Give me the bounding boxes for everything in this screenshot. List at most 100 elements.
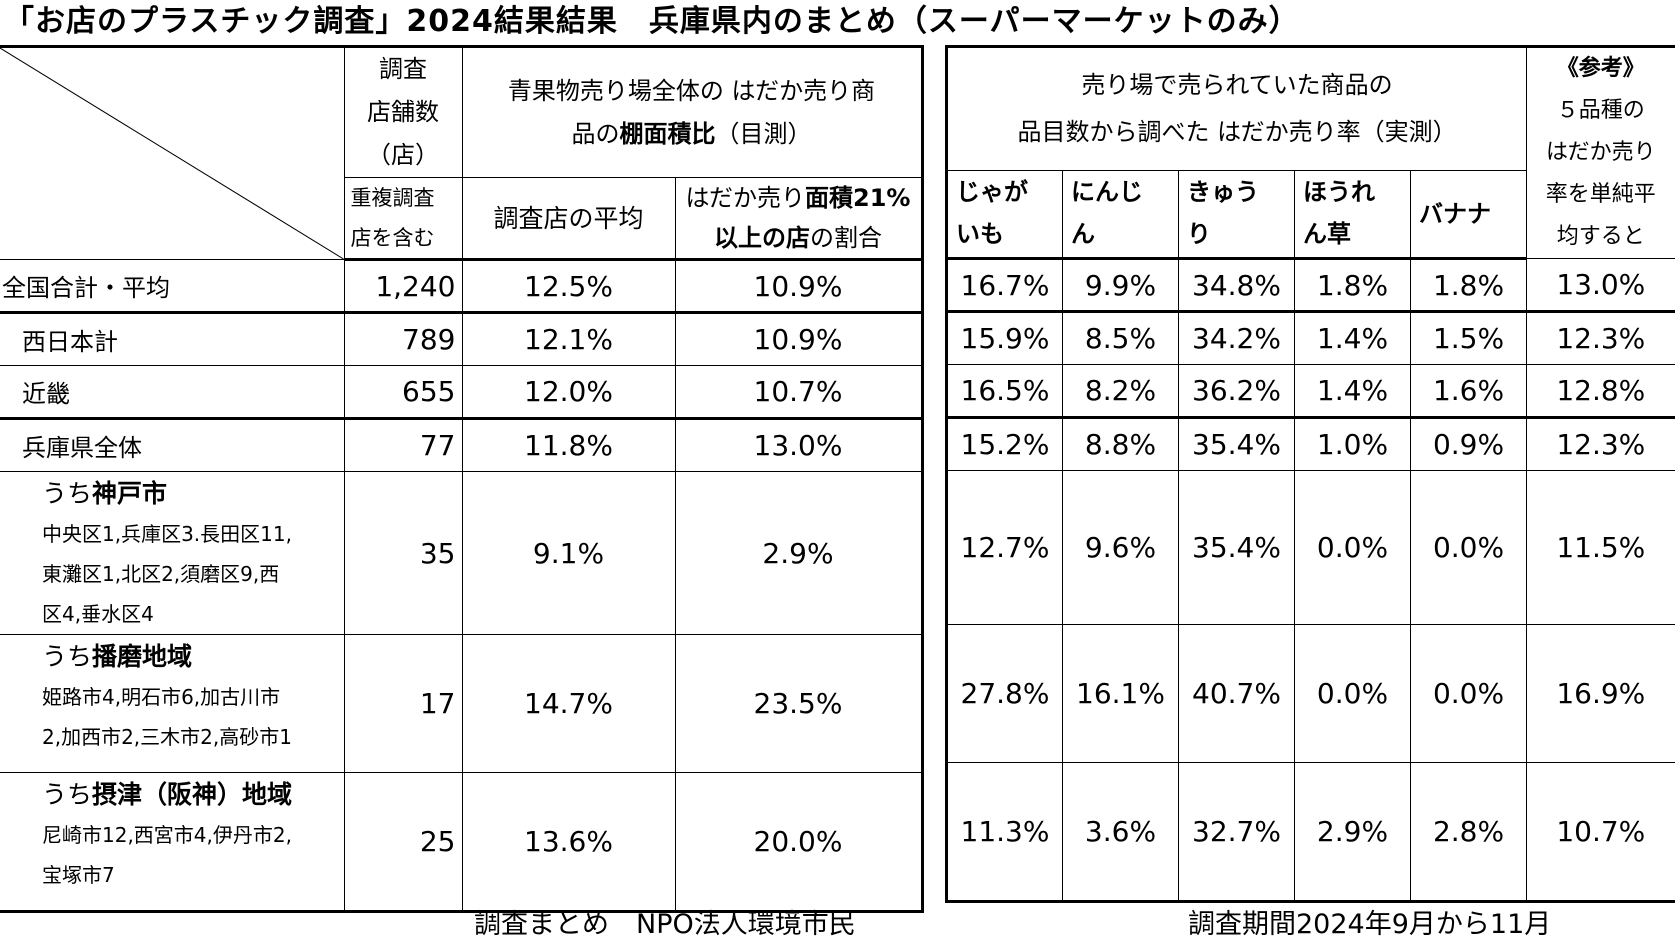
table-row: 15.9% 8.5% 34.2% 1.4% 1.5% 12.3% [946,311,1675,365]
ref-value: 12.3% [1526,417,1675,471]
ref-value: 11.5% [1526,470,1675,625]
area-list: 姫路市4,明石市6,加古川市 2,加西市2,三木市2,高砂市1 [42,685,292,749]
area-list: 尼崎市12,西宮市4,伊丹市2, 宝塚市7 [42,823,292,887]
rate-value: 0.0% [1409,624,1528,763]
shelf-ratio-header: 青果物売り場全体の はだか売り商 品の棚面積比（目測） [461,46,923,178]
rate-value: 1.4% [1294,311,1411,365]
veg-header-potato: じゃが いも [946,170,1063,260]
ratio-value: 20.0% [674,772,923,912]
rate-value: 35.4% [1178,417,1295,471]
footer-period: 調査期間2024年9月から11月 [1188,909,1552,940]
rate-value: 9.6% [1062,470,1179,625]
ref-value: 12.3% [1526,311,1675,365]
stores-header: 調査 店舗数 （店） [343,46,463,178]
rate-value: 11.3% [946,762,1063,902]
rate-value: 40.7% [1178,624,1295,763]
veg-header-cucumber: きゅうり [1178,170,1295,260]
rate-value: 0.0% [1294,470,1411,625]
right-table: 売り場で売られていた商品の 品目数から調べた はだか売り率（実測） 《参考》 ５… [945,45,1675,903]
table-row: 15.2% 8.8% 35.4% 1.0% 0.9% 12.3% [946,417,1675,471]
rate-value: 0.0% [1294,624,1411,763]
rate-value: 8.8% [1062,417,1179,471]
avg-header: 調査店の平均 [461,177,676,261]
table-row: うち摂津（阪神）地域 尼崎市12,西宮市4,伊丹市2, 宝塚市7 25 13.6… [0,772,923,912]
rate-value: 0.0% [1409,470,1528,625]
stores-value: 17 [343,634,463,773]
table-row: うち播磨地域 姫路市4,明石市6,加古川市 2,加西市2,三木市2,高砂市1 1… [0,634,923,773]
rate-value: 15.9% [946,311,1063,365]
stores-value: 1,240 [343,259,463,314]
stores-value: 77 [343,418,463,472]
ratio-value: 10.9% [674,312,923,366]
table-row: 兵庫県全体 77 11.8% 13.0% [0,418,923,472]
avg-value: 12.0% [461,365,676,420]
row-label: 兵庫県全体 [0,418,345,472]
row-label: 西日本計 [0,312,345,366]
rate-value: 34.8% [1178,258,1295,313]
table-row: 27.8% 16.1% 40.7% 0.0% 0.0% 16.9% [946,624,1675,763]
rate-value: 8.5% [1062,311,1179,365]
ref-value: 16.9% [1526,624,1675,763]
header-diagonal-cell [0,46,345,260]
rate-value: 9.9% [1062,258,1179,313]
avg-value: 12.1% [461,312,676,366]
avg-value: 9.1% [461,471,676,635]
rate-value: 0.9% [1409,417,1528,471]
rate-value: 12.7% [946,470,1063,625]
ratio-value: 10.7% [674,365,923,420]
table-row: 近畿 655 12.0% 10.7% [0,365,923,420]
ratio-value: 23.5% [674,634,923,773]
ratio-value: 10.9% [674,259,923,314]
ratio-value: 2.9% [674,471,923,635]
rate-value: 15.2% [946,417,1063,471]
avg-value: 12.5% [461,259,676,314]
ref-value: 13.0% [1526,258,1675,313]
rate-value: 27.8% [946,624,1063,763]
row-label: うち神戸市 中央区1,兵庫区3.長田区11, 東灘区1,北区2,須磨区9,西 区… [0,471,345,635]
table-row: 全国合計・平均 1,240 12.5% 10.9% [0,259,923,314]
table-row: 16.5% 8.2% 36.2% 1.4% 1.6% 12.8% [946,364,1675,419]
row-label: 全国合計・平均 [0,259,345,314]
page-title: 「お店のプラスチック調査」2024結果結果 兵庫県内のまとめ（スーパーマーケット… [4,4,1300,39]
rate-value: 1.8% [1294,258,1411,313]
item-rate-header: 売り場で売られていた商品の 品目数から調べた はだか売り率（実測） [945,45,1528,172]
table-row: うち神戸市 中央区1,兵庫区3.長田区11, 東灘区1,北区2,須磨区9,西 区… [0,471,923,635]
ref-value: 12.8% [1526,364,1675,419]
row-label: うち播磨地域 姫路市4,明石市6,加古川市 2,加西市2,三木市2,高砂市1 [0,634,345,773]
stores-value: 655 [343,365,463,420]
reference-header: 《参考》 ５品種の はだか売り 率を単純平 均すると [1526,46,1675,259]
rate-value: 1.4% [1294,364,1411,419]
rate-value: 34.2% [1178,311,1295,365]
stores-value: 25 [343,772,463,912]
avg-value: 13.6% [461,772,676,912]
stores-note: 重複調査 店を含む [344,177,463,261]
rate-value: 16.1% [1062,624,1179,763]
rate-value: 1.0% [1294,417,1411,471]
rate-value: 2.8% [1409,762,1528,902]
table-row: 11.3% 3.6% 32.7% 2.9% 2.8% 10.7% [946,762,1675,902]
ref-value: 10.7% [1526,762,1675,902]
avg-value: 11.8% [461,418,676,472]
table-row: 16.7% 9.9% 34.8% 1.8% 1.8% 13.0% [946,258,1675,313]
table-row: 12.7% 9.6% 35.4% 0.0% 0.0% 11.5% [946,470,1675,625]
rate-value: 35.4% [1178,470,1295,625]
veg-header-spinach: ほうれ ん草 [1294,170,1411,260]
area-list: 中央区1,兵庫区3.長田区11, 東灘区1,北区2,須磨区9,西 区4,垂水区4 [42,522,292,626]
rate-value: 16.5% [946,364,1063,419]
rate-value: 1.8% [1409,258,1528,313]
stores-value: 789 [343,312,463,366]
veg-header-carrot: にんじん [1062,170,1179,260]
rate-value: 1.6% [1409,364,1528,419]
veg-header-banana: バナナ [1409,170,1527,260]
rate-value: 1.5% [1409,311,1528,365]
ratio-value: 13.0% [674,418,923,472]
rate-value: 32.7% [1178,762,1295,902]
rate-value: 8.2% [1062,364,1179,419]
table-row: 西日本計 789 12.1% 10.9% [0,312,923,366]
rate-value: 3.6% [1062,762,1179,902]
row-label: うち摂津（阪神）地域 尼崎市12,西宮市4,伊丹市2, 宝塚市7 [0,772,345,912]
footer-organizer: 調査まとめ NPO法人環境市民 [474,909,856,940]
avg-value: 14.7% [461,634,676,773]
rate-value: 36.2% [1178,364,1295,419]
stores-value: 35 [343,471,463,635]
